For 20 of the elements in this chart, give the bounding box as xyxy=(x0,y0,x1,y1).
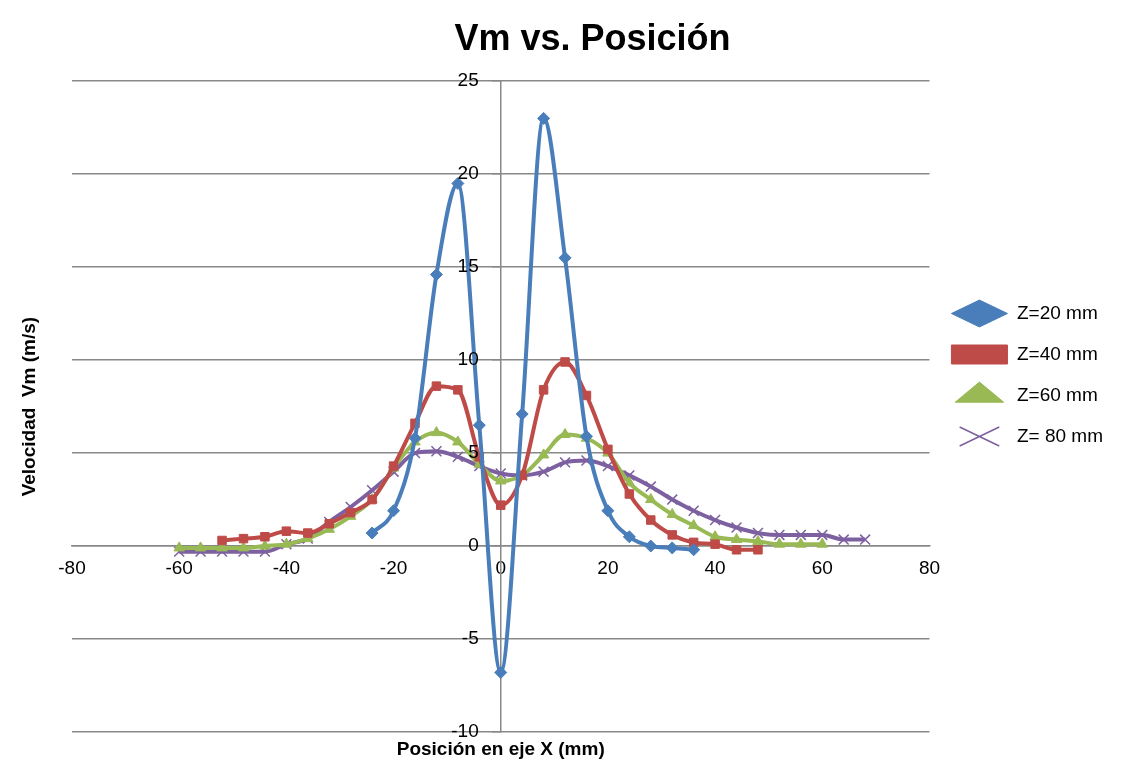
x-tick-label: 0 xyxy=(495,556,507,578)
x-tick-label: -60 xyxy=(165,556,193,578)
x-tick-label: 80 xyxy=(918,556,941,578)
legend-label: Z=40 mm xyxy=(1016,342,1098,364)
x-tick-label: 20 xyxy=(597,556,619,578)
x-tick-label: -80 xyxy=(58,556,86,578)
y-tick-label: 20 xyxy=(457,162,479,184)
y-tick-label: 5 xyxy=(468,441,479,463)
legend-label: Z=20 mm xyxy=(1016,301,1098,323)
x-tick-label: 60 xyxy=(811,556,833,578)
y-tick-label: -5 xyxy=(461,627,479,649)
x-tick-label: -40 xyxy=(272,556,301,578)
x-tick-label: -20 xyxy=(379,556,408,578)
x-tick-label: 40 xyxy=(704,556,726,578)
chart-title: Vm vs. Posición xyxy=(454,16,731,58)
y-axis-title: Velocidad Vm (m/s) xyxy=(18,316,40,497)
y-tick-label: 25 xyxy=(457,69,479,91)
legend-label: Z=60 mm xyxy=(1016,383,1098,405)
legend-label: Z= 80 mm xyxy=(1016,424,1104,446)
y-tick-label: 0 xyxy=(468,534,479,556)
